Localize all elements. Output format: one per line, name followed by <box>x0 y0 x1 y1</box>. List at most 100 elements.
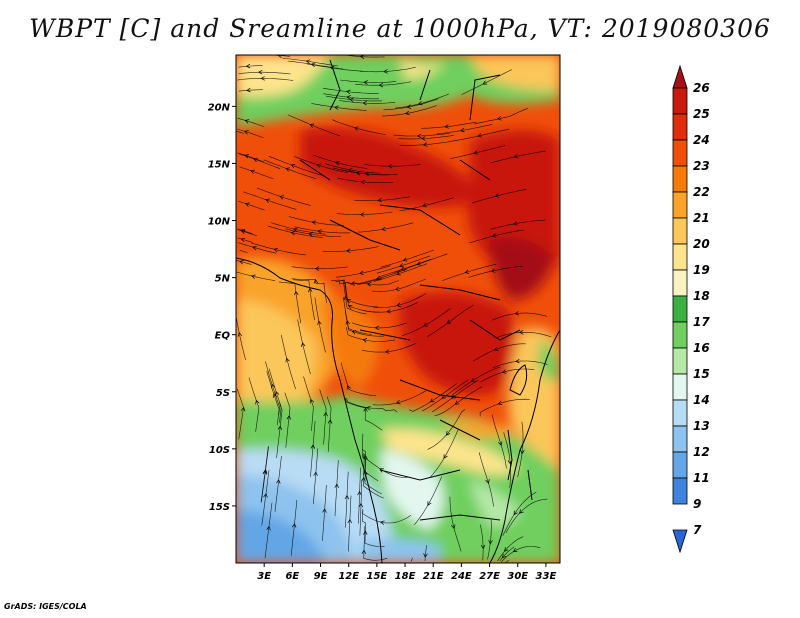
colorbar-label: 16 <box>693 341 710 355</box>
longitude-axis: 3E 6E 9E 12E 15E 18E 21E 24E 27E 30E 33E <box>257 563 556 582</box>
streamline-arrow <box>423 322 428 327</box>
streamline-arrow <box>381 226 386 232</box>
streamline <box>469 229 524 244</box>
colorbar-label: 11 <box>693 471 710 485</box>
lat-label: 10S <box>209 445 230 456</box>
field-south-yellow <box>380 428 520 475</box>
streamline-arrow <box>347 167 353 173</box>
streamline <box>397 135 454 140</box>
streamline-arrow <box>494 193 500 198</box>
colorbar-swatch <box>672 477 688 505</box>
streamline-arrow <box>327 419 333 424</box>
streamline-arrow <box>512 548 518 552</box>
streamline-arrow <box>451 394 456 399</box>
streamline <box>410 557 413 562</box>
field-core-north <box>300 127 480 208</box>
streamline <box>434 386 483 417</box>
streamline <box>337 177 394 183</box>
streamline <box>487 519 492 560</box>
streamline <box>287 114 341 137</box>
colorbar-label: 18 <box>693 289 710 303</box>
streamline <box>479 398 530 417</box>
streamline-arrow <box>345 89 351 95</box>
streamline-arrow <box>301 342 306 347</box>
streamline <box>292 279 315 321</box>
streamline-arrow <box>244 154 250 159</box>
colorbar-label: 22 <box>693 185 710 199</box>
field-north-yellow-patch <box>400 58 445 79</box>
colorbar-label: 14 <box>693 393 710 407</box>
streamline-arrow <box>362 338 368 343</box>
streamline <box>335 280 367 315</box>
lat-label: 15N <box>208 159 231 170</box>
streamline-arrow <box>496 116 502 121</box>
streamline-arrow <box>355 171 361 176</box>
streamline <box>354 196 410 201</box>
streamline-arrow <box>384 349 390 354</box>
lon-label: 15E <box>366 571 387 582</box>
streamline-arrow <box>250 274 256 279</box>
streamline-arrow <box>253 157 258 163</box>
streamline <box>395 93 450 109</box>
colorbar: 26 25 24 23 22 21 20 19 18 17 16 15 14 13 12 11 9 7 <box>672 64 710 554</box>
streamline <box>238 71 291 75</box>
colorbar-label: 9 <box>693 497 701 511</box>
streamline <box>376 255 431 274</box>
streamline-arrow <box>276 479 281 484</box>
colorbar-label: 24 <box>693 133 710 147</box>
streamline-arrow <box>347 304 353 310</box>
streamline <box>363 302 418 313</box>
streamline <box>251 242 306 256</box>
lon-label: 27E <box>479 571 500 582</box>
streamline-arrow <box>316 163 321 168</box>
colorbar-label: 15 <box>693 367 710 381</box>
streamline <box>238 200 265 211</box>
streamline-arrow <box>317 320 322 326</box>
streamline-arrow <box>294 290 299 296</box>
streamline-arrow <box>351 330 357 335</box>
streamline <box>394 253 448 273</box>
streamline-arrow <box>245 63 251 69</box>
streamline <box>490 219 546 230</box>
streamline-arrow <box>313 471 318 477</box>
field-gulf-yellow <box>236 300 316 405</box>
streamline <box>276 402 283 459</box>
streamline <box>326 95 382 102</box>
field-east-green <box>538 340 560 381</box>
streamline <box>373 293 427 308</box>
streamline <box>480 524 484 561</box>
streamline-arrow <box>275 390 280 396</box>
streamline <box>480 368 535 383</box>
streamline <box>264 502 273 559</box>
streamline-arrow <box>362 100 367 106</box>
streamline-arrow <box>363 530 368 535</box>
streamline-arrow <box>446 319 452 324</box>
lon-label: 3E <box>257 571 271 582</box>
streamline <box>238 89 263 92</box>
streamline-arrow <box>464 269 470 274</box>
field-south-palegreen <box>470 480 520 526</box>
wbpt-field <box>236 55 560 563</box>
streamline <box>236 128 264 139</box>
streamline-arrow <box>423 553 428 558</box>
streamline <box>399 140 456 146</box>
streamline-arrow <box>470 377 476 382</box>
streamline <box>266 371 280 426</box>
streamline-arrow <box>290 230 296 236</box>
streamline <box>450 145 506 159</box>
streamline-arrow <box>305 59 311 64</box>
streamline-arrow <box>422 203 427 208</box>
field-south-orange <box>440 419 520 439</box>
streamline-arrow <box>270 383 276 389</box>
streamline <box>334 460 339 517</box>
streamline <box>344 280 399 286</box>
streamline <box>361 342 417 353</box>
streamline-arrow <box>363 407 368 412</box>
streamline <box>361 448 382 495</box>
streamline <box>280 334 296 390</box>
streamline <box>362 509 412 524</box>
lake-malawi <box>527 469 533 501</box>
streamline-arrow <box>265 198 270 203</box>
lake-tanganyika <box>507 429 513 481</box>
